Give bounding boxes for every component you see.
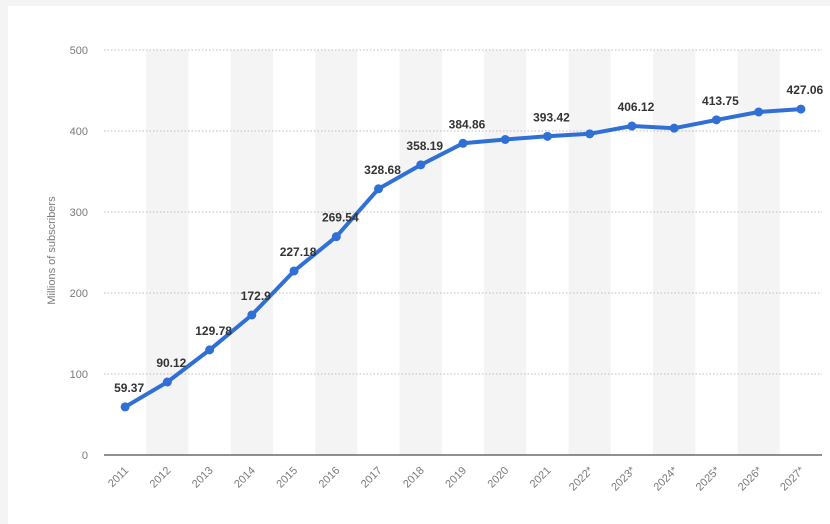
x-tick-label: 2011 — [106, 465, 131, 490]
data-label: 269.54 — [322, 211, 359, 225]
data-label: 227.18 — [280, 245, 317, 259]
data-label: 393.42 — [533, 110, 570, 124]
data-label: 129.78 — [195, 324, 232, 338]
x-tick-label: 2021 — [528, 465, 554, 491]
data-point — [669, 123, 679, 133]
data-point — [120, 402, 130, 412]
data-point — [542, 131, 552, 141]
column-band — [568, 50, 611, 455]
x-tick-label: 2023* — [609, 464, 638, 493]
data-label: 406.12 — [618, 100, 655, 114]
x-tick-label: 2018 — [401, 465, 427, 491]
data-label: 358.19 — [406, 139, 443, 153]
x-axis-ticks: 2011 2012 2013 2014 2015 2016 2017 2018 2019 2020… — [106, 464, 807, 493]
column-band — [653, 50, 696, 455]
data-point — [458, 138, 468, 148]
data-label: 328.68 — [364, 163, 401, 177]
y-tick-label: 500 — [70, 45, 88, 57]
y-tick-label: 300 — [70, 207, 88, 219]
series-line — [123, 107, 803, 409]
column-band — [737, 50, 780, 455]
data-label: 427.06 — [787, 83, 824, 97]
data-point — [754, 107, 764, 117]
data-point — [711, 115, 721, 125]
column-band — [230, 50, 273, 455]
y-tick-label: 0 — [82, 450, 88, 462]
y-tick-label: 100 — [70, 369, 88, 381]
data-point — [416, 160, 426, 170]
x-tick-label: 2022* — [567, 464, 596, 493]
data-label: 413.75 — [702, 94, 739, 108]
y-axis-ticks: 0 100 200 300 400 500 — [70, 45, 88, 462]
column-band — [315, 50, 358, 455]
gridlines — [104, 49, 822, 375]
data-label: 90.12 — [156, 356, 186, 370]
x-tick-label: 2013 — [190, 465, 216, 491]
x-tick-label: 2020 — [486, 465, 512, 491]
x-tick-label: 2027* — [778, 464, 807, 493]
data-label: 59.37 — [114, 381, 144, 395]
data-point — [289, 266, 299, 276]
x-tick-label: 2024* — [651, 464, 680, 493]
x-tick-label: 2016 — [317, 465, 343, 491]
x-tick-label: 2019 — [443, 465, 469, 491]
data-point — [585, 129, 595, 139]
data-labels: 59.37 90.12 129.78 172.9 227.18 269.54 328.68 3… — [114, 83, 823, 395]
x-tick-label: 2017 — [359, 465, 385, 491]
column-band — [484, 50, 527, 455]
x-tick-label: 2014 — [232, 465, 258, 491]
column-band — [399, 50, 442, 455]
column-band — [146, 50, 189, 455]
data-point — [247, 310, 257, 320]
data-point — [796, 104, 806, 114]
data-point — [331, 232, 341, 242]
data-label: 172.9 — [241, 289, 271, 303]
column-bands — [146, 50, 780, 455]
data-point — [162, 377, 172, 387]
x-tick-label: 2012 — [148, 465, 174, 491]
data-points — [120, 104, 806, 412]
y-tick-label: 400 — [70, 126, 88, 138]
data-point — [205, 345, 215, 355]
data-label: 384.86 — [449, 117, 486, 131]
data-point — [374, 184, 384, 194]
data-point — [627, 121, 637, 131]
data-point — [500, 135, 510, 145]
y-tick-label: 200 — [70, 288, 88, 300]
x-tick-label: 2015 — [274, 465, 300, 491]
x-tick-label: 2026* — [736, 464, 765, 493]
y-axis-label: Millions of subscribers — [46, 196, 58, 305]
x-tick-label: 2025* — [694, 464, 723, 493]
